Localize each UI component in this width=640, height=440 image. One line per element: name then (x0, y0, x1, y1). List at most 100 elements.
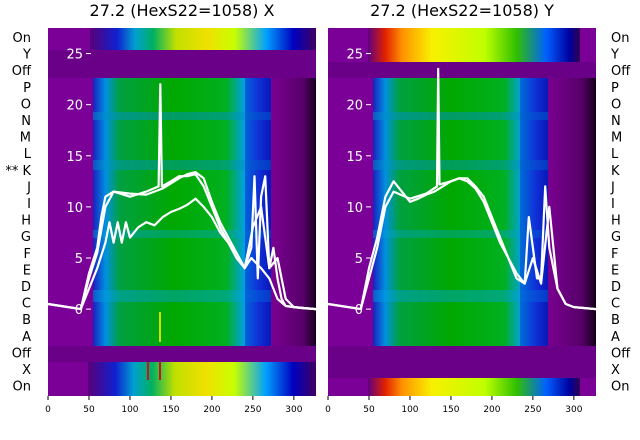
xtick-label: 100 (401, 405, 418, 415)
row-label: On (611, 380, 629, 395)
row-label: J (26, 180, 31, 195)
ytick-label: 20 (346, 99, 363, 114)
series-line-1 (47, 171, 317, 311)
row-on-top (368, 28, 580, 62)
row-label: G (21, 230, 31, 245)
row-label: On (13, 31, 31, 46)
xtick-label: 150 (442, 405, 459, 415)
ytick-label: 15 (66, 150, 83, 165)
row-label: Off (12, 64, 32, 79)
row-off-top (48, 50, 316, 78)
panel-y-heatmap (328, 28, 596, 396)
row-label: B (611, 313, 620, 328)
panel-y: 27.2 (HexS22=1058) Y 0 5 10 15 20 25 0 50 100 15… (325, 1, 597, 415)
row-label: N (611, 114, 621, 129)
xtick-label: 200 (203, 405, 220, 415)
ytick-label: 25 (346, 48, 363, 63)
series-line-1 (327, 177, 597, 311)
row-label: C (611, 297, 620, 312)
row-label: E (611, 263, 619, 278)
panel-x-lines (47, 83, 317, 311)
row-label: D (611, 280, 621, 295)
body-rows (93, 78, 271, 346)
row-off-bottom (328, 346, 596, 378)
row-label: O (611, 97, 621, 112)
xtick-label: 0 (45, 405, 51, 415)
row-label: F (611, 247, 618, 262)
row-label: I (611, 197, 615, 212)
xtick-label: 0 (325, 405, 331, 415)
row-label: J (610, 180, 615, 195)
row-label: C (22, 297, 31, 312)
xtick-label: 250 (524, 405, 541, 415)
panel-x-heatmap (48, 28, 316, 396)
xtick-label: 100 (121, 405, 138, 415)
ytick-label: 25 (66, 48, 83, 63)
row-off-bottom (48, 346, 316, 362)
row-label: E (23, 263, 31, 278)
row-label: Off (611, 346, 631, 361)
row-label: L (24, 147, 32, 162)
row-on-bottom (368, 378, 580, 396)
panel-x: 27.2 (HexS22=1058) X 0 5 10 15 20 25 0 50 100 15… (45, 1, 317, 415)
series-line-2 (327, 67, 597, 311)
row-label: H (21, 214, 31, 229)
row-label: On (611, 31, 629, 46)
xtick-label: 300 (285, 405, 302, 415)
ytick-label: 5 (75, 252, 83, 267)
body-rows (373, 78, 548, 346)
row-label: On (13, 380, 31, 395)
ytick-label: 5 (355, 252, 363, 267)
row-label: D (21, 280, 31, 295)
row-label: B (22, 313, 31, 328)
ytick-label: 20 (66, 99, 83, 114)
ytick-label: 0 (355, 303, 363, 318)
series-line-3 (47, 83, 317, 311)
ytick-label: 0 (75, 303, 83, 318)
row-label: K (611, 164, 620, 179)
row-on-top (90, 28, 316, 50)
panel-y-title: 27.2 (HexS22=1058) Y (370, 1, 554, 20)
series-line-2 (47, 197, 317, 311)
row-label: P (611, 81, 619, 96)
panel-y-xticks: 0 50 100 150 200 250 300 (325, 396, 583, 415)
panel-x-xticks: 0 50 100 150 200 250 300 (45, 396, 303, 415)
row-label: Off (611, 64, 631, 79)
row-label: N (21, 114, 31, 129)
row-label: L (611, 147, 619, 162)
ytick-label: 10 (346, 201, 363, 216)
row-label: G (611, 230, 621, 245)
row-label: H (611, 214, 621, 229)
row-label: A (22, 330, 31, 345)
row-on-bottom (88, 362, 316, 396)
xtick-label: 50 (83, 405, 95, 415)
xtick-label: 300 (565, 405, 582, 415)
xtick-label: 250 (244, 405, 261, 415)
row-label: A (611, 330, 620, 345)
row-off-top (328, 62, 596, 78)
row-label: ** K (5, 164, 31, 179)
panel-x-yticks: 0 5 10 15 20 25 (66, 48, 91, 318)
row-label: I (27, 197, 31, 212)
xtick-label: 150 (162, 405, 179, 415)
panel-y-yticks: 0 5 10 15 20 25 (346, 48, 371, 318)
ytick-label: 10 (66, 201, 83, 216)
row-label: X (611, 363, 620, 378)
row-label: Y (610, 48, 619, 63)
panel-y-lines (327, 67, 597, 311)
xtick-label: 50 (363, 405, 375, 415)
row-label: P (23, 81, 31, 96)
row-label: Y (22, 48, 31, 63)
row-label: Off (12, 346, 32, 361)
row-label: M (611, 131, 622, 146)
row-label: X (22, 363, 31, 378)
row-label: M (20, 131, 31, 146)
row-label: O (21, 97, 31, 112)
xtick-label: 200 (483, 405, 500, 415)
row-label: F (24, 247, 31, 262)
panel-x-title: 27.2 (HexS22=1058) X (90, 1, 275, 20)
ytick-label: 15 (346, 150, 363, 165)
